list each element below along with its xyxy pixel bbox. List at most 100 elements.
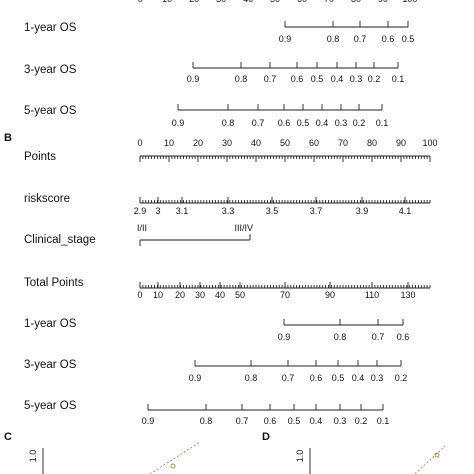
tick-label: 80 [367, 138, 377, 148]
row-label: 1-year OS [24, 318, 77, 330]
tick-label: 0.2 [368, 74, 381, 84]
calibration-line [149, 441, 201, 474]
tick-label: 0.6 [382, 34, 395, 44]
tick-label: 40 [251, 138, 261, 148]
row-label: Points [24, 151, 56, 163]
tick-label: 3.7 [310, 206, 323, 216]
tick-label: 60 [297, 0, 307, 4]
tick-label: 0.4 [310, 416, 323, 426]
tick-label: 40 [215, 290, 225, 300]
tick-label: 0 [137, 138, 142, 148]
tick-label: 0.7 [354, 34, 367, 44]
tick-label: 20 [175, 290, 185, 300]
tick-label: 90 [325, 290, 335, 300]
tick-label: 3 [155, 206, 160, 216]
tick-label: 0.1 [376, 118, 389, 128]
panel-letter: D [262, 431, 270, 443]
tick-label: 2.9 [134, 206, 147, 216]
tick-label: 4.1 [399, 206, 412, 216]
panel-letter: B [4, 132, 12, 144]
tick-label: 0.8 [245, 373, 258, 383]
tick-label: 20 [193, 138, 203, 148]
row-label: riskscore [24, 193, 70, 205]
tick-label: 3.5 [266, 206, 279, 216]
tick-label: 0 [138, 0, 143, 4]
tick-label: 50 [270, 0, 280, 4]
tick-label: 0.2 [355, 416, 368, 426]
tick-label: 0.7 [372, 332, 385, 342]
tick-label: 10 [162, 0, 172, 4]
tick-label: 0.4 [352, 373, 365, 383]
tick-label: 0 [137, 290, 142, 300]
calibration-line [414, 445, 446, 474]
tick-label: 0.3 [334, 416, 347, 426]
tick-label: 0.9 [172, 118, 185, 128]
row-label: 3-year OS [24, 64, 77, 76]
tick-label: 0.7 [264, 74, 277, 84]
tick-label: 0.9 [187, 74, 200, 84]
tick-label: 10 [153, 290, 163, 300]
tick-label: 0.9 [189, 373, 202, 383]
tick-label: 0.8 [334, 332, 347, 342]
tick-label: 0.6 [310, 373, 323, 383]
tick-label: 10 [164, 138, 174, 148]
tick-label: 90 [378, 0, 388, 4]
tick-label: 0.1 [392, 74, 405, 84]
tick-label: 0.4 [331, 74, 344, 84]
tick-label: 80 [351, 0, 361, 4]
calibration-point [170, 463, 176, 469]
tick-label: 0.7 [236, 416, 249, 426]
tick-label: 100 [402, 0, 417, 4]
tick-label: 0.6 [278, 118, 291, 128]
row-label: 5-year OS [24, 105, 77, 117]
y-tick-label: 1.0 [28, 450, 38, 463]
tick-label: 0.1 [377, 416, 390, 426]
tick-label: 30 [195, 290, 205, 300]
row-label: 5-year OS [24, 400, 77, 412]
row-label: 1-year OS [24, 22, 77, 34]
tick-label: 0.9 [142, 416, 155, 426]
tick-label: 0.6 [397, 332, 410, 342]
tick-label: 110 [365, 290, 379, 300]
row-label: Clinical_stage [24, 234, 96, 246]
tick-label: 0.2 [353, 118, 366, 128]
tick-label: 0.9 [278, 332, 291, 342]
tick-label: 0.2 [395, 373, 408, 383]
tick-label: 0.8 [327, 34, 340, 44]
tick-label: 30 [222, 138, 232, 148]
tick-label: 0.5 [288, 416, 301, 426]
tick-label: 0.7 [252, 118, 265, 128]
calibration-point [434, 452, 440, 458]
tick-label: 0.6 [264, 416, 277, 426]
tick-label: 3.3 [222, 206, 235, 216]
tick-label: 3.1 [176, 206, 189, 216]
tick-label: 50 [235, 290, 245, 300]
tick-label: 0.5 [311, 74, 324, 84]
tick-label: 70 [324, 0, 334, 4]
tick-label: 30 [216, 0, 226, 4]
tick-label: III/IV [234, 223, 253, 233]
panel-letter: C [4, 431, 12, 443]
tick-label: 0.6 [291, 74, 304, 84]
tick-label: 0.5 [402, 34, 415, 44]
row-label: 3-year OS [24, 359, 77, 371]
tick-label: 0.5 [297, 118, 310, 128]
tick-label: 0.9 [279, 34, 292, 44]
tick-label: 0.3 [371, 373, 384, 383]
tick-label: 130 [400, 290, 415, 300]
tick-label: 60 [309, 138, 319, 148]
tick-label: 0.8 [200, 416, 213, 426]
tick-label: 3.9 [356, 206, 369, 216]
tick-label: 70 [338, 138, 348, 148]
row-label: Total Points [24, 277, 84, 289]
tick-label: 0.8 [222, 118, 235, 128]
tick-label: 40 [243, 0, 253, 4]
tick-label: 70 [280, 290, 290, 300]
y-tick-label: 1.0 [295, 450, 305, 463]
tick-label: 0.5 [332, 373, 345, 383]
tick-label: 0.4 [316, 118, 329, 128]
tick-label: 20 [189, 0, 199, 4]
tick-label: 0.8 [235, 74, 248, 84]
tick-label: 90 [396, 138, 406, 148]
